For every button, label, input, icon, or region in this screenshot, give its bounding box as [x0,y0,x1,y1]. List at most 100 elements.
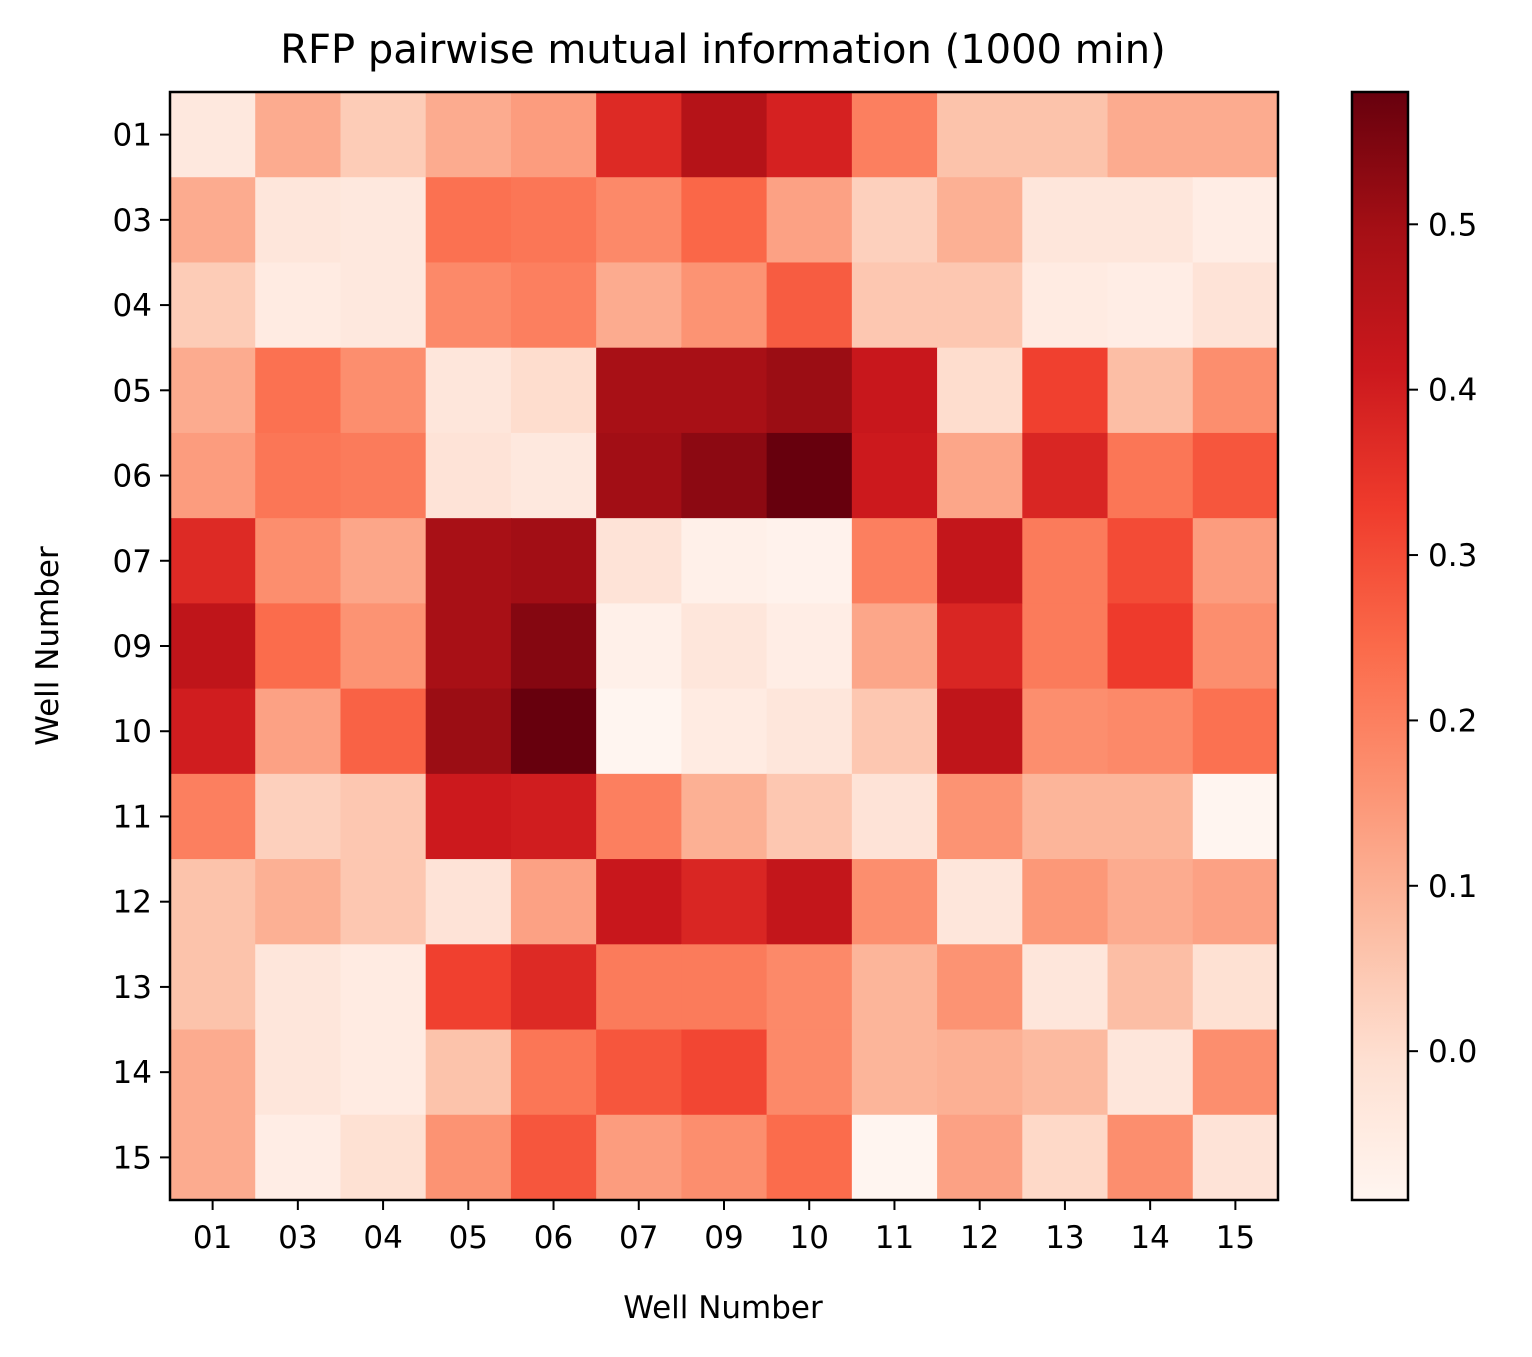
heatmap-cell-12-14 [1107,859,1194,945]
heatmap-cell-03-01 [170,177,256,264]
heatmap-cell-01-03 [255,92,342,178]
heatmap-cell-09-05 [425,603,512,690]
heatmap-cell-06-04 [340,432,427,519]
y-tick-label: 09 [113,629,152,665]
heatmap-cell-05-15 [1192,347,1279,434]
y-tick-label: 15 [113,1140,152,1176]
heatmap-cell-12-03 [255,859,342,945]
heatmap-cell-01-07 [596,92,682,178]
heatmap-cell-10-14 [1107,688,1194,775]
x-tick-label: 14 [1130,1220,1169,1256]
heatmap-cell-14-04 [340,1029,427,1116]
y-tick-label: 04 [113,288,152,324]
heatmap-cell-10-11 [851,688,938,775]
heatmap-cell-12-07 [596,859,682,945]
x-axis-label: Well Number [623,1290,823,1326]
colorbar-ticks: 0.0 0.1 0.2 0.3 0.4 0.5 [1408,207,1477,1070]
heatmap-cell-05-07 [596,347,682,434]
x-tick-label: 12 [960,1220,999,1256]
y-tick-label: 10 [113,714,152,750]
heatmap-cell-04-14 [1107,262,1194,349]
heatmap-cell-06-06 [510,432,597,519]
heatmap-cell-04-15 [1192,262,1279,349]
heatmap-cell-04-01 [170,262,256,349]
heatmap-cell-05-09 [681,347,768,434]
heatmap-cell-06-07 [596,432,682,519]
heatmap-cell-09-14 [1107,603,1194,690]
heatmap-cell-14-07 [596,1029,682,1116]
heatmap-cell-13-03 [255,944,342,1031]
heatmap-cell-05-13 [1022,347,1109,434]
x-tick-label: 05 [449,1220,488,1256]
heatmap-cell-03-15 [1192,177,1279,264]
heatmap-cell-14-11 [851,1029,938,1116]
heatmap-cell-01-11 [851,92,938,178]
heatmap-cell-11-05 [425,773,512,860]
heatmap-cell-15-09 [681,1114,768,1201]
heatmap-cell-12-01 [170,859,256,945]
heatmap-cell-01-05 [425,92,512,178]
heatmap-cell-13-13 [1022,944,1109,1031]
heatmap-cell-05-05 [425,347,512,434]
heatmap-cell-01-15 [1192,92,1279,178]
heatmap-cell-03-09 [681,177,768,264]
heatmap-cell-14-15 [1192,1029,1279,1116]
heatmap-cell-04-04 [340,262,427,349]
heatmap-cell-12-15 [1192,859,1279,945]
heatmap-cell-04-11 [851,262,938,349]
heatmap-cell-09-09 [681,603,768,690]
y-tick-label: 07 [113,544,152,580]
heatmap-cell-01-06 [510,92,597,178]
heatmap-cell-15-12 [937,1114,1023,1201]
heatmap-cell-03-04 [340,177,427,264]
heatmap-cell-12-13 [1022,859,1109,945]
heatmap-cell-15-15 [1192,1114,1279,1201]
heatmap-cell-09-04 [340,603,427,690]
heatmap-cell-13-11 [851,944,938,1031]
heatmap-cell-13-14 [1107,944,1194,1031]
heatmap-cell-14-05 [425,1029,512,1116]
x-tick-label: 04 [363,1220,402,1256]
heatmap-cell-07-10 [766,518,853,604]
heatmap-cell-10-04 [340,688,427,775]
heatmap-cell-05-14 [1107,347,1194,434]
colorbar-tick-label: 0.3 [1428,538,1477,574]
heatmap-cell-07-05 [425,518,512,604]
heatmap-cell-07-04 [340,518,427,604]
heatmap-cell-06-12 [937,432,1023,519]
heatmap-cell-05-11 [851,347,938,434]
heatmap-cell-07-06 [510,518,597,604]
heatmap-cell-15-01 [170,1114,256,1201]
heatmap-cell-05-12 [937,347,1023,434]
heatmap-cell-10-07 [596,688,682,775]
heatmap-cell-04-10 [766,262,853,349]
colorbar-frame [1350,90,1410,1202]
heatmap-cell-11-12 [937,773,1023,860]
x-tick-label: 03 [278,1220,317,1256]
x-tick-label: 11 [875,1220,914,1256]
heatmap-cell-07-12 [937,518,1023,604]
x-tick-label: 01 [193,1220,232,1256]
heatmap-cell-01-14 [1107,92,1194,178]
heatmap-cell-07-01 [170,518,256,604]
heatmap-cell-11-11 [851,773,938,860]
heatmap-cell-14-14 [1107,1029,1194,1116]
colorbar [1352,92,1408,1200]
heatmap-cell-14-01 [170,1029,256,1116]
heatmap-cell-10-15 [1192,688,1279,775]
heatmap-cell-13-15 [1192,944,1279,1031]
x-tick-label: 06 [534,1220,573,1256]
heatmap-cell-11-01 [170,773,256,860]
x-tick-label: 09 [704,1220,743,1256]
heatmap-cell-11-13 [1022,773,1109,860]
heatmap-cell-05-06 [510,347,597,434]
heatmap-cell-11-04 [340,773,427,860]
heatmap-cell-12-12 [937,859,1023,945]
heatmap-cell-07-11 [851,518,938,604]
chart-title: RFP pairwise mutual information (1000 mi… [280,27,1166,73]
heatmap-cell-06-09 [681,432,768,519]
heatmap-cell-10-10 [766,688,853,775]
heatmap-cell-07-07 [596,518,682,604]
